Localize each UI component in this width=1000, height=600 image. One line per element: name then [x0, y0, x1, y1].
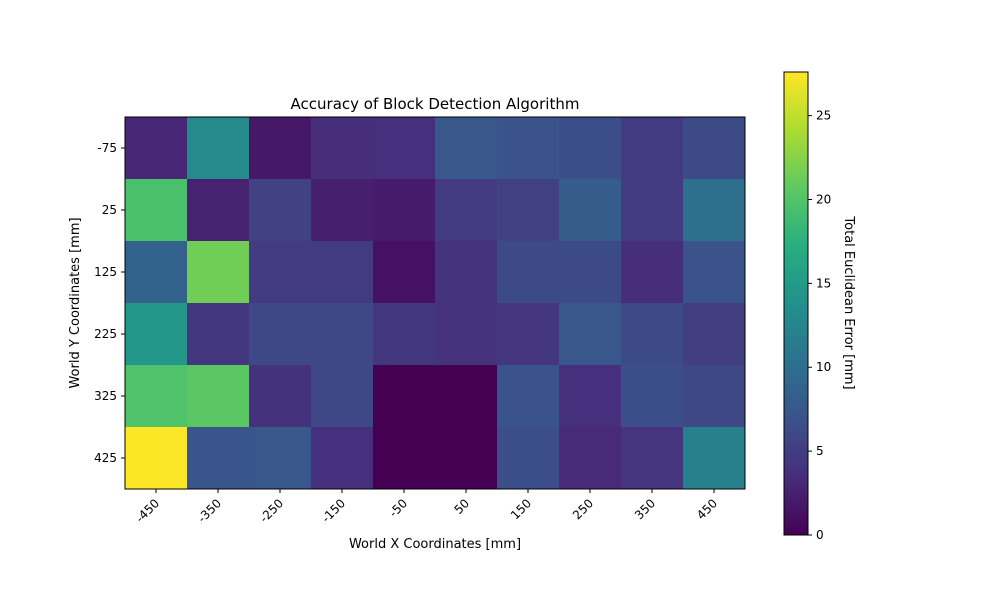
heatmap-cell: [187, 365, 250, 428]
x-tick-label: 350: [632, 496, 658, 522]
y-axis-ticks: -75 25 125 225 325 425: [94, 141, 125, 465]
heatmap-cell: [497, 179, 560, 242]
colorbar-label: Total Euclidean Error [mm]: [841, 215, 856, 389]
x-tick-label: -50: [386, 496, 410, 520]
heatmap-cell: [311, 241, 374, 304]
x-tick-label: 150: [508, 496, 534, 522]
heatmap-cell: [373, 179, 436, 242]
colorbar-tick-label: 10: [816, 360, 831, 374]
heatmap-cells: [125, 117, 746, 490]
heatmap-cell: [249, 179, 312, 242]
y-tick-label: 125: [94, 265, 117, 279]
heatmap-cell: [683, 427, 746, 490]
heatmap-cell: [125, 303, 188, 366]
heatmap-cell: [311, 303, 374, 366]
heatmap-cell: [497, 241, 560, 304]
x-tick-label: 450: [694, 496, 720, 522]
colorbar: [783, 71, 809, 536]
heatmap-cell: [187, 117, 250, 180]
heatmap-cell: [621, 303, 684, 366]
heatmap-cell: [187, 427, 250, 490]
heatmap-cell: [683, 365, 746, 428]
y-tick-label: 325: [94, 389, 117, 403]
heatmap-cell: [311, 365, 374, 428]
colorbar-tick-label: 20: [816, 192, 831, 206]
chart-title: Accuracy of Block Detection Algorithm: [291, 95, 580, 113]
y-tick-label: 425: [94, 451, 117, 465]
heatmap-cell: [683, 241, 746, 304]
heatmap-cell: [621, 427, 684, 490]
heatmap-cell: [249, 117, 312, 180]
heatmap-cell: [559, 365, 622, 428]
heatmap-cell: [497, 365, 560, 428]
colorbar-ticks: 0 5 10 15 20 25: [808, 109, 831, 542]
heatmap-cell: [125, 427, 188, 490]
heatmap-cell: [435, 179, 498, 242]
heatmap-cell: [559, 117, 622, 180]
heatmap-cell: [125, 365, 188, 428]
heatmap-cell: [187, 303, 250, 366]
y-axis-label: World Y Coordinates [mm]: [68, 217, 83, 388]
heatmap-cell: [559, 241, 622, 304]
x-tick-label: -250: [257, 496, 286, 525]
heatmap-cell: [559, 179, 622, 242]
colorbar-tick-label: 15: [816, 276, 831, 290]
heatmap-cell: [621, 241, 684, 304]
x-tick-label: -350: [195, 496, 224, 525]
heatmap-cell: [683, 179, 746, 242]
heatmap-cell: [435, 241, 498, 304]
heatmap-cell: [373, 241, 436, 304]
heatmap-cell: [497, 427, 560, 490]
heatmap-cell: [187, 241, 250, 304]
x-tick-label: -150: [319, 496, 348, 525]
heatmap-cell: [621, 179, 684, 242]
heatmap-cell: [683, 117, 746, 180]
heatmap-cell: [621, 117, 684, 180]
heatmap-cell: [559, 427, 622, 490]
heatmap-cell: [249, 303, 312, 366]
heatmap-cell: [187, 179, 250, 242]
colorbar-tick-label: 0: [816, 528, 824, 542]
x-tick-label: -450: [133, 496, 162, 525]
heatmap-cell: [249, 427, 312, 490]
y-tick-label: -75: [97, 141, 117, 155]
heatmap-cell: [373, 365, 436, 428]
y-tick-label: 225: [94, 327, 117, 341]
heatmap-cell: [311, 179, 374, 242]
heatmap-cell: [683, 303, 746, 366]
heatmap-cell: [435, 303, 498, 366]
heatmap-cell: [435, 365, 498, 428]
heatmap-cell: [373, 427, 436, 490]
heatmap-cell: [497, 117, 560, 180]
heatmap-cell: [125, 179, 188, 242]
heatmap-cell: [559, 303, 622, 366]
heatmap-cell: [435, 427, 498, 490]
colorbar-tick-label: 25: [816, 109, 831, 123]
plot-frame: [124, 116, 746, 490]
heatmap-cell: [621, 365, 684, 428]
heatmap-cell: [373, 303, 436, 366]
heatmap-cell: [497, 303, 560, 366]
heatmap-cell: [249, 241, 312, 304]
x-axis-label: World X Coordinates [mm]: [349, 537, 521, 552]
x-tick-label: 50: [451, 496, 472, 517]
heatmap-cell: [125, 241, 188, 304]
x-tick-label: 250: [570, 496, 596, 522]
heatmap-cell: [373, 117, 436, 180]
colorbar-tick-label: 5: [816, 444, 824, 458]
heatmap-cell: [311, 117, 374, 180]
heatmap-cell: [435, 117, 498, 180]
heatmap-cell: [125, 117, 188, 180]
y-tick-label: 25: [102, 203, 117, 217]
heatmap-cell: [249, 365, 312, 428]
x-axis-ticks: -450 -350 -250 -150 -50 50 150 250 350 450: [133, 489, 720, 525]
heatmap-cell: [311, 427, 374, 490]
